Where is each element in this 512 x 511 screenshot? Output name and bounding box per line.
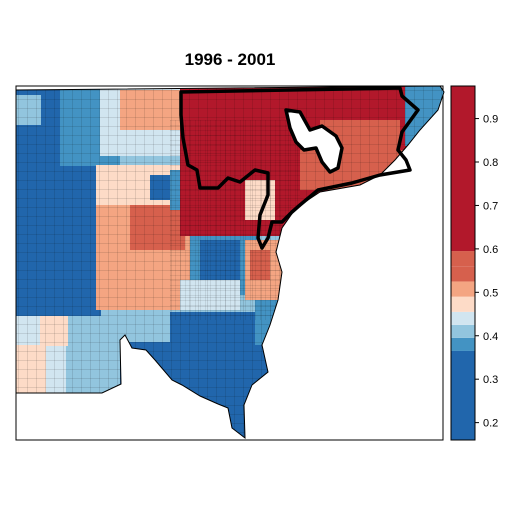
- legend-tick-label: 0.2: [483, 418, 498, 430]
- city-boundary: [179, 86, 420, 250]
- legend-swatch: [451, 296, 475, 312]
- legend-swatch: [451, 350, 475, 440]
- enclave-boundary: [284, 108, 344, 174]
- legend-tick-label: 0.4: [483, 331, 498, 343]
- legend-swatch: [451, 311, 475, 325]
- legend-swatch: [451, 86, 475, 252]
- legend-tick-label: 0.5: [483, 287, 498, 299]
- legend-tick-label: 0.7: [483, 200, 498, 212]
- tract-grid-fine: [170, 120, 300, 320]
- legend-swatch: [451, 324, 475, 338]
- legend-swatch: [451, 266, 475, 282]
- legend-swatch: [451, 251, 475, 267]
- legend-tick-label: 0.8: [483, 157, 498, 169]
- legend-swatch: [451, 337, 475, 351]
- legend-tick-label: 0.9: [483, 114, 498, 126]
- legend-tick-label: 0.6: [483, 244, 498, 256]
- color-legend: 0.2 0.3 0.4 0.5 0.6 0.7 0.8 0.9: [450, 85, 498, 441]
- map-title: 1996 - 2001: [184, 50, 276, 69]
- legend-frame: [450, 85, 476, 441]
- legend-swatch: [451, 281, 475, 297]
- legend-tick-label: 0.3: [483, 374, 498, 386]
